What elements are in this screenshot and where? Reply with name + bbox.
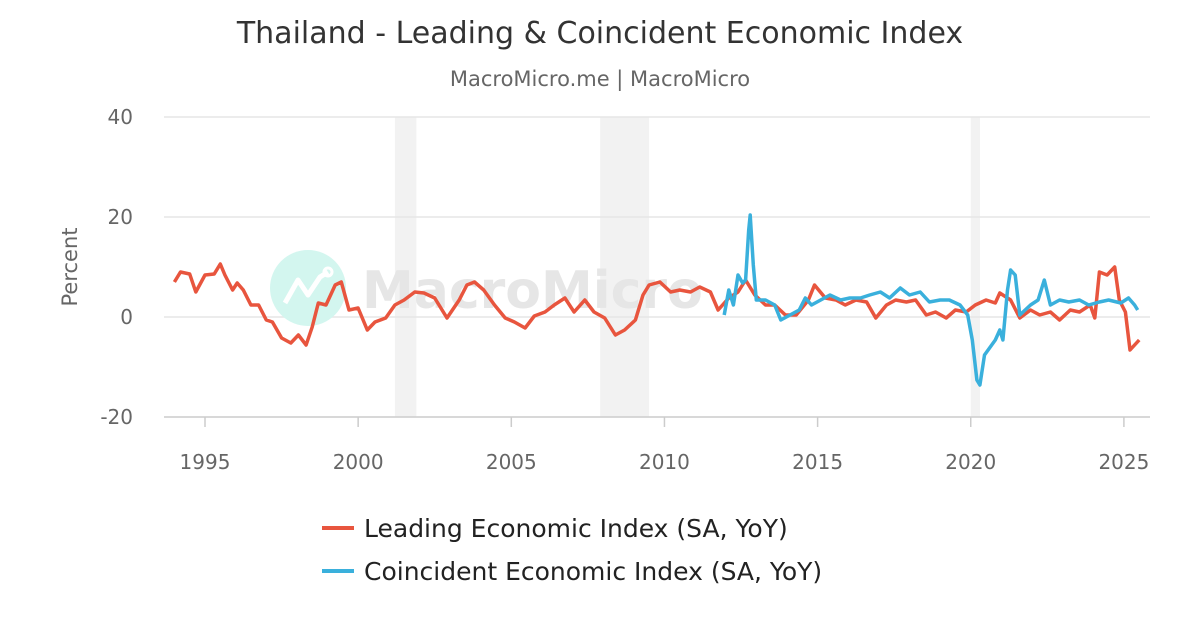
x-tick-label: 2005 bbox=[486, 450, 537, 474]
legend-item-leading[interactable]: Leading Economic Index (SA, YoY) bbox=[322, 514, 788, 543]
x-tick-label: 2010 bbox=[639, 450, 690, 474]
chart-title: Thailand - Leading & Coincident Economic… bbox=[236, 16, 963, 51]
legend-item-coincident[interactable]: Coincident Economic Index (SA, YoY) bbox=[322, 557, 822, 586]
y-axis-label: Percent bbox=[58, 227, 82, 306]
recession-band bbox=[970, 117, 980, 417]
coincident-index-line[interactable] bbox=[722, 213, 1140, 387]
y-tick-label: -20 bbox=[100, 405, 133, 429]
y-tick-label: 40 bbox=[108, 105, 133, 129]
x-tick-label: 1995 bbox=[180, 450, 231, 474]
chart-subtitle: MacroMicro.me | MacroMicro bbox=[450, 67, 750, 92]
legend: Leading Economic Index (SA, YoY) Coincid… bbox=[322, 514, 822, 586]
watermark-text: MacroMicro bbox=[362, 261, 703, 321]
recession-band bbox=[394, 117, 417, 417]
y-tick-label: 0 bbox=[120, 305, 133, 329]
x-tick-label: 2000 bbox=[333, 450, 384, 474]
x-tick-label: 2020 bbox=[945, 450, 996, 474]
legend-label: Coincident Economic Index (SA, YoY) bbox=[364, 557, 822, 586]
y-tick-label: 20 bbox=[108, 205, 133, 229]
leading-index-line[interactable] bbox=[172, 262, 1141, 352]
x-tick-label: 2015 bbox=[792, 450, 843, 474]
x-tick-label: 2025 bbox=[1098, 450, 1149, 474]
legend-label: Leading Economic Index (SA, YoY) bbox=[364, 514, 788, 543]
recession-band bbox=[600, 117, 650, 417]
